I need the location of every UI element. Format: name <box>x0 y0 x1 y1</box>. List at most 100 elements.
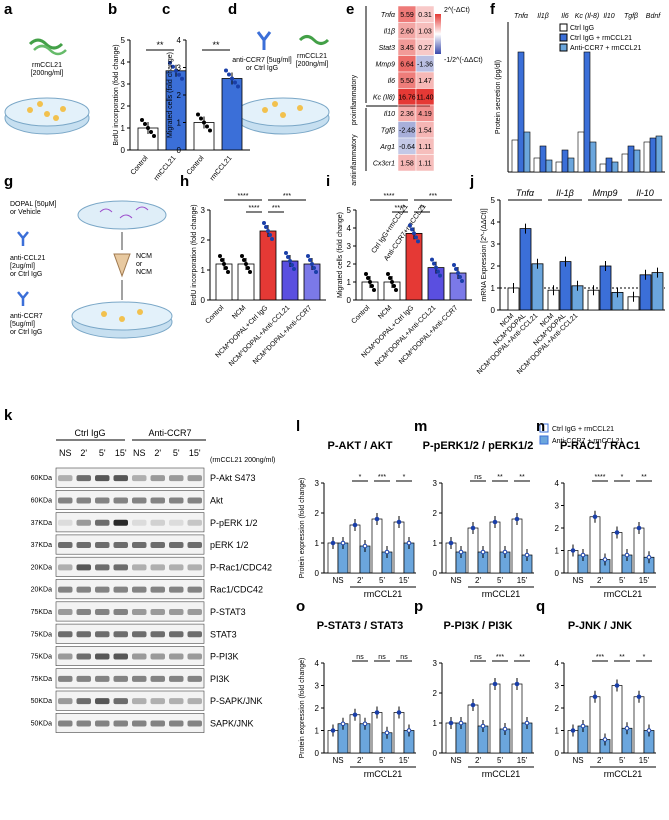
panel-f: f Protein secretion (pg/dl) Tnfα Il1β Il6 Kc… <box>490 1 665 173</box>
row-label: Il1β <box>384 29 395 36</box>
legend-swatch <box>559 23 568 32</box>
antibody-icon <box>17 231 29 246</box>
quant-panels: l P-AKT / AKT 0 1 2 3 Protein expression (fold… <box>296 418 656 779</box>
data-point <box>180 76 184 81</box>
data-point <box>458 549 464 555</box>
blot-band <box>187 497 202 504</box>
blot-band <box>132 475 147 482</box>
bar <box>605 157 613 173</box>
y-axis-label: Migrated cells (fold change) <box>337 212 344 298</box>
kda-label: 75KDa <box>31 631 53 638</box>
panel-letter-i: i <box>326 173 330 190</box>
gene-label: Tnfα <box>514 13 529 20</box>
heatmap-value: 1.58 <box>400 161 414 168</box>
x-tick-label: 15' <box>639 576 650 585</box>
g-s2c: or Ctrl IgG <box>10 271 42 278</box>
sig-label: ns <box>474 654 482 661</box>
blot-strip <box>55 668 205 689</box>
y-tick-label: 1 <box>555 547 560 556</box>
cell-icon <box>60 106 66 112</box>
x-tick-label: 15' <box>399 756 410 765</box>
gene-label: Il1β <box>537 13 548 20</box>
cell-icon <box>297 105 303 111</box>
g-s3a: anti-CCR7 <box>10 313 43 320</box>
panel-letter-f: f <box>490 1 496 18</box>
panel-k: k Ctrl IgG Anti-CCR7 (rmCCL21 200ng/ml) … <box>4 407 275 733</box>
data-point <box>524 552 530 558</box>
panel-letter-b: b <box>108 1 117 18</box>
blot-band <box>76 519 91 526</box>
x-tick-label: 2' <box>357 576 363 585</box>
y-tick-label: 0 <box>433 749 438 758</box>
gene-label: Tgfβ <box>624 13 638 20</box>
category-label: rmCCL21 <box>209 155 234 183</box>
blot-band <box>76 497 91 504</box>
sig-label: *** <box>429 193 437 200</box>
data-point <box>330 728 336 733</box>
blot-band <box>113 675 128 682</box>
y-axis-label: mRNA Expression [2^-(ΔΔCt)] <box>481 208 488 301</box>
category-label: Control <box>204 304 225 325</box>
y-tick-label: 2 <box>201 236 206 245</box>
data-point <box>366 276 370 280</box>
blot-band <box>58 653 73 660</box>
panel-letter-h: h <box>180 173 189 190</box>
y-axis-label: BrdU incorporation (fold change) <box>113 44 120 145</box>
blot-band <box>95 675 110 682</box>
data-point <box>352 522 358 528</box>
y-tick-label: 3 <box>491 240 496 249</box>
data-point <box>448 720 454 726</box>
blot-band <box>187 564 202 571</box>
data-point <box>592 694 598 700</box>
y-tick-label: 1 <box>491 284 496 293</box>
data-point <box>636 525 642 531</box>
row-label: Mmp9 <box>376 62 396 69</box>
lane-label: 2' <box>80 448 87 458</box>
blot-band <box>132 675 147 682</box>
y-tick-label: 4 <box>555 479 560 488</box>
blot-band <box>95 497 110 504</box>
blot-band <box>113 586 128 593</box>
blot-band <box>113 519 128 526</box>
blot-band <box>169 564 184 571</box>
data-point <box>226 270 230 274</box>
blot-band <box>169 519 184 526</box>
bar <box>349 524 361 574</box>
blot-strip <box>55 579 205 600</box>
data-point <box>242 258 246 262</box>
x-group-label: rmCCL21 <box>482 589 521 599</box>
bar <box>517 51 525 173</box>
y-tick-label: 2 <box>177 91 182 100</box>
legend-top: 2^(-ΔCt) <box>444 7 470 14</box>
data-point <box>340 721 346 727</box>
data-point <box>646 554 652 560</box>
y-tick-label: 1 <box>315 727 320 736</box>
bar <box>633 696 645 754</box>
g-ncm1: NCM <box>136 253 152 260</box>
data-point <box>270 237 274 241</box>
kda-label: 60KDa <box>31 475 53 482</box>
data-point <box>592 514 598 520</box>
data-point <box>614 683 620 688</box>
panel-letter-j: j <box>469 173 474 190</box>
y-tick-label: 1 <box>121 124 126 133</box>
heatmap-value: 2.60 <box>400 29 414 36</box>
gene-label: Il-1β <box>556 188 574 198</box>
data-point <box>152 134 156 138</box>
data-point <box>448 540 454 546</box>
category-label: Control <box>130 154 150 176</box>
y-tick-label: 0 <box>315 749 320 758</box>
data-point <box>224 68 228 73</box>
protein-label: P-pERK 1/2 <box>210 518 258 528</box>
bar <box>539 145 547 173</box>
blot-band <box>58 675 73 682</box>
data-point <box>233 80 237 85</box>
y-tick-label: 3 <box>555 682 560 691</box>
y-tick-label: 0 <box>315 569 320 578</box>
bar <box>511 683 523 754</box>
data-point <box>614 530 620 535</box>
y-tick-label: 2 <box>433 509 438 518</box>
blot-band <box>187 586 202 593</box>
